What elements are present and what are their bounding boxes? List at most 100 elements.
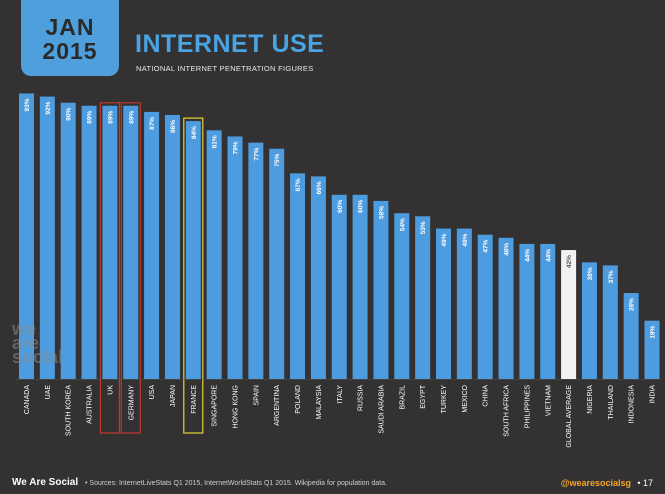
footer: We Are Social • Sources: InternetLiveSta… [0, 476, 665, 494]
bar [456, 228, 472, 379]
bar [644, 320, 660, 379]
category-label: INDONESIA [629, 385, 636, 424]
category-label: UAE [45, 385, 52, 400]
category-label: SOUTH KOREA [66, 385, 73, 436]
bar [540, 243, 556, 379]
bar [477, 234, 493, 379]
bar [331, 194, 347, 379]
data-label: 42% [566, 255, 573, 268]
data-label: 38% [587, 267, 594, 280]
data-label: 60% [358, 200, 365, 213]
category-label: USA [149, 385, 156, 400]
category-label: FRANCE [191, 385, 198, 414]
category-label: TURKEY [441, 385, 448, 414]
category-label: RUSSIA [358, 385, 365, 411]
category-label: SPAIN [253, 385, 260, 406]
date-badge: JAN 2015 [21, 0, 119, 76]
date-month: JAN [45, 14, 95, 40]
data-label: 54% [399, 218, 406, 231]
highlight-box [99, 102, 121, 434]
bar [19, 93, 34, 380]
category-label: EGYPT [420, 384, 427, 408]
data-label: 44% [524, 249, 531, 262]
data-label: 89% [87, 111, 94, 124]
bar [581, 262, 597, 379]
chart-title: INTERNET USE [135, 30, 325, 58]
category-label: CHINA [483, 385, 490, 407]
data-label: 47% [483, 239, 490, 252]
category-label: GERMANY [128, 385, 135, 421]
watermark-line: social [12, 347, 64, 367]
category-label: SOUTH AFRICA [504, 385, 511, 437]
category-label: JAPAN [170, 385, 177, 407]
data-label: 49% [441, 233, 448, 246]
bar [206, 130, 222, 379]
watermark-line: we [12, 319, 37, 339]
category-label: MEXICO [462, 384, 469, 412]
bar [248, 142, 264, 379]
data-label: 44% [545, 249, 552, 262]
bar [102, 105, 118, 380]
highlight-box [183, 117, 204, 434]
category-label: CANADA [24, 385, 31, 415]
category-label: PHILIPPINES [524, 385, 531, 429]
bar [602, 265, 618, 379]
category-label: MALAYSIA [316, 385, 323, 420]
date-year: 2015 [42, 38, 98, 64]
bar [144, 111, 160, 379]
bar [290, 173, 306, 379]
bar [227, 136, 243, 379]
category-label: HONG KONG [233, 385, 240, 429]
data-label: 77% [253, 147, 260, 160]
bar [123, 105, 139, 380]
data-label: 86% [170, 120, 177, 133]
data-label: 84% [191, 126, 198, 139]
footer-handle: @wearesocialsg [560, 478, 631, 488]
category-label: NIGERIA [587, 385, 594, 414]
data-label: 87% [149, 117, 156, 130]
data-label: 67% [295, 178, 302, 191]
data-label: 53% [420, 221, 427, 234]
bar [415, 216, 431, 379]
bar [60, 102, 76, 379]
data-label: 89% [128, 111, 135, 124]
highlight-box [120, 102, 141, 434]
bar [623, 293, 639, 379]
bar-chart: 93% CANADA 92% UAE 90% SOUTH KOREA 89% AUSTRALI… [15, 93, 662, 448]
bar [310, 176, 326, 379]
data-label: 28% [629, 298, 636, 311]
category-label: SAUDI ARABIA [378, 385, 385, 434]
category-label: SINGAPORE [212, 385, 219, 427]
bar [352, 194, 368, 379]
bar [519, 243, 535, 379]
category-label: GLOBAL AVERAGE [566, 385, 573, 448]
bar [394, 213, 410, 379]
chart-subtitle: NATIONAL INTERNET PENETRATION FIGURES [136, 64, 314, 73]
watermark-line: are [12, 333, 40, 353]
we-are-social-watermark: we are social [12, 319, 64, 367]
category-label: VIETNAM [545, 385, 552, 416]
category-label: ARGENTINA [274, 385, 281, 426]
bar [81, 105, 97, 380]
category-label: BRAZIL [399, 385, 406, 410]
bar [269, 148, 285, 379]
data-label: 81% [212, 135, 219, 148]
category-label: POLAND [295, 385, 302, 414]
data-label: 19% [650, 325, 657, 338]
bar [561, 250, 577, 379]
bar [436, 228, 451, 379]
category-label: UK [107, 385, 114, 395]
data-label: 46% [504, 243, 511, 256]
data-label: 89% [107, 111, 114, 124]
footer-brand: We Are Social [12, 477, 79, 488]
category-label: AUSTRALIA [87, 385, 94, 424]
data-label: 79% [233, 141, 240, 154]
bar [373, 200, 389, 379]
bar [498, 237, 514, 379]
bar [164, 114, 180, 379]
data-label: 66% [316, 181, 323, 194]
data-label: 37% [608, 270, 615, 283]
data-label: 58% [378, 206, 385, 219]
category-label: INDIA [650, 385, 657, 404]
footer-sources: • Sources: InternetLiveStats Q1 2015, In… [85, 480, 387, 487]
